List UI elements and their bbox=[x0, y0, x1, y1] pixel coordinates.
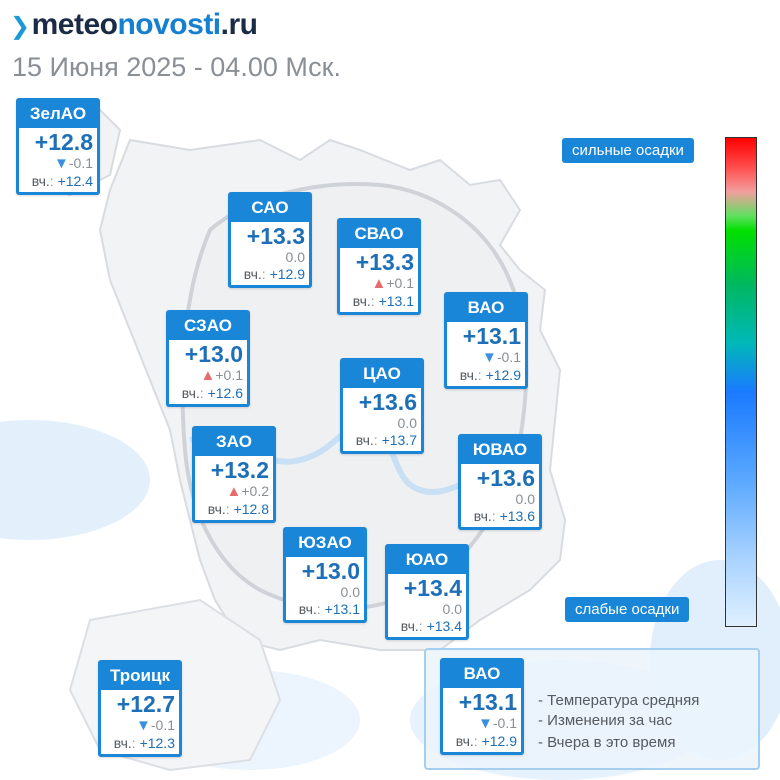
logo-text-meteo: meteo bbox=[31, 8, 118, 41]
trend-down-icon: ▼ bbox=[136, 717, 151, 734]
district-name: Троицк bbox=[101, 663, 179, 690]
district-temperature: +12.8 bbox=[34, 129, 93, 155]
district-temperature: +13.3 bbox=[355, 249, 414, 275]
district-card-zelao: ЗелАО +12.8 ▼-0.1 вч.: +12.4 bbox=[16, 98, 100, 195]
logo-text-novosti: novosti bbox=[117, 8, 221, 41]
district-temperature: +12.7 bbox=[116, 691, 175, 717]
district-yesterday: вч.: +12.8 bbox=[207, 501, 269, 517]
district-card-szao: СЗАО +13.0 ▲+0.1 вч.: +12.6 bbox=[166, 310, 250, 407]
district-hourly-change: 0.0 bbox=[285, 249, 305, 265]
district-card-cao: ЦАО +13.6 0.0 вч.: +13.7 bbox=[340, 358, 424, 454]
forecast-datetime: 15 Июня 2025 - 04.00 Мск. bbox=[12, 52, 341, 82]
district-yesterday: вч.: +12.9 bbox=[243, 266, 305, 282]
district-yesterday: вч.: +13.1 bbox=[298, 601, 360, 617]
district-card-zao: ЗАО +13.2 ▲+0.2 вч.: +12.8 bbox=[192, 426, 276, 523]
district-name: ЮВАО bbox=[461, 437, 539, 464]
district-hourly-change: 0.0 bbox=[340, 584, 360, 600]
district-hourly-change: 0.0 bbox=[442, 601, 462, 617]
district-name: ВАО bbox=[443, 661, 521, 688]
district-name: САО bbox=[231, 195, 309, 222]
district-temperature: +13.0 bbox=[184, 341, 243, 367]
district-yesterday: вч.: +13.6 bbox=[473, 508, 535, 524]
logo-chevron-icon: ❯ bbox=[10, 13, 30, 40]
precip-area-west bbox=[0, 420, 150, 540]
district-yesterday: вч.: +13.4 bbox=[400, 618, 462, 634]
district-card-yuvao: ЮВАО +13.6 0.0 вч.: +13.6 bbox=[458, 434, 542, 530]
district-yesterday: вч.: +12.9 bbox=[455, 733, 517, 749]
site-logo[interactable]: ❯meteonovosti.ru bbox=[10, 8, 258, 42]
district-yesterday: вч.: +12.9 bbox=[459, 367, 521, 383]
trend-down-icon: ▼ bbox=[482, 349, 497, 366]
district-temperature: +13.2 bbox=[210, 457, 269, 483]
district-card-sao: САО +13.3 0.0 вч.: +12.9 bbox=[228, 192, 312, 288]
district-hourly-change: 0.0 bbox=[515, 491, 535, 507]
district-name: ЮАО bbox=[388, 547, 466, 574]
district-hourly-change: ▲+0.1 bbox=[200, 367, 244, 384]
legend-example-card: ВАО +13.1 ▼-0.1 вч.: +12.9 bbox=[440, 658, 524, 755]
district-temperature: +13.3 bbox=[246, 223, 305, 249]
district-hourly-change: ▼-0.1 bbox=[478, 715, 517, 732]
district-temperature: +13.1 bbox=[462, 323, 521, 349]
district-hourly-change: ▼-0.1 bbox=[136, 717, 175, 734]
legend-line-yesterday: - Вчера в это время bbox=[538, 734, 676, 751]
scale-label-heavy: сильные осадки bbox=[562, 138, 694, 163]
trend-up-icon: ▲ bbox=[226, 483, 242, 500]
district-temperature: +13.0 bbox=[301, 558, 360, 584]
district-hourly-change: ▼-0.1 bbox=[54, 155, 93, 172]
trend-up-icon: ▲ bbox=[200, 367, 216, 384]
district-hourly-change: ▲+0.2 bbox=[226, 483, 270, 500]
scale-label-light: слабые осадки bbox=[565, 597, 690, 622]
legend-line-average: - Температура средняя bbox=[538, 692, 700, 709]
district-temperature: +13.6 bbox=[358, 389, 417, 415]
district-yesterday: вч.: +12.6 bbox=[181, 385, 243, 401]
district-name: ЮЗАО bbox=[286, 530, 364, 557]
district-name: ЗАО bbox=[195, 429, 273, 456]
district-hourly-change: ▲+0.1 bbox=[371, 275, 415, 292]
district-name: ЦАО bbox=[343, 361, 421, 388]
district-name: ЗелАО bbox=[19, 101, 97, 128]
district-name: СЗАО bbox=[169, 313, 247, 340]
district-yesterday: вч.: +12.3 bbox=[113, 735, 175, 751]
district-temperature: +13.6 bbox=[476, 465, 535, 491]
district-card-troitsk: Троицк +12.7 ▼-0.1 вч.: +12.3 bbox=[98, 660, 182, 757]
trend-up-icon: ▲ bbox=[371, 275, 387, 292]
trend-down-icon: ▼ bbox=[478, 715, 493, 732]
logo-text-ru: .ru bbox=[220, 8, 258, 41]
district-card-svao: СВАО +13.3 ▲+0.1 вч.: +13.1 bbox=[337, 218, 421, 315]
district-card-yuao: ЮАО +13.4 0.0 вч.: +13.4 bbox=[385, 544, 469, 640]
district-name: ВАО bbox=[447, 295, 525, 322]
district-card-yuzao: ЮЗАО +13.0 0.0 вч.: +13.1 bbox=[283, 527, 367, 623]
district-yesterday: вч.: +12.4 bbox=[31, 173, 93, 189]
legend-line-change: - Изменения за час bbox=[538, 712, 673, 729]
district-temperature: +13.1 bbox=[458, 689, 517, 715]
legend-panel: ВАО +13.1 ▼-0.1 вч.: +12.9 - Температура… bbox=[424, 648, 760, 770]
district-name: СВАО bbox=[340, 221, 418, 248]
district-yesterday: вч.: +13.1 bbox=[352, 293, 414, 309]
trend-down-icon: ▼ bbox=[54, 155, 69, 172]
district-card-vao: ВАО +13.1 ▼-0.1 вч.: +12.9 bbox=[444, 292, 528, 389]
district-hourly-change: 0.0 bbox=[397, 415, 417, 431]
district-hourly-change: ▼-0.1 bbox=[482, 349, 521, 366]
district-temperature: +13.4 bbox=[403, 575, 462, 601]
district-yesterday: вч.: +13.7 bbox=[355, 432, 417, 448]
precipitation-scale-bar bbox=[725, 137, 757, 627]
